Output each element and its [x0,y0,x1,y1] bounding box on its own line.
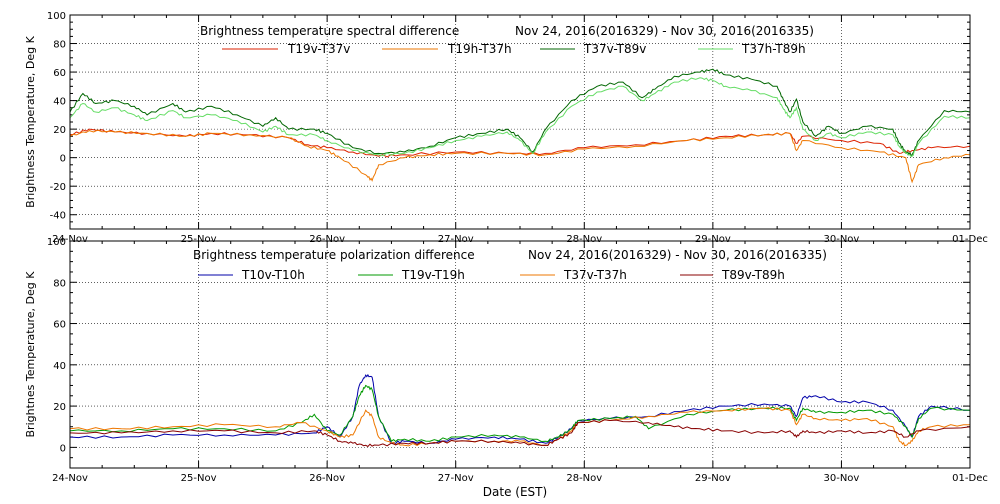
panel2-series-t19v-t19h [69,384,971,443]
panel1-x-tick-label: 30-Nov [823,234,859,245]
panel2-legend-label: T10v-T10h [241,268,305,282]
panel2-legend-label: T37v-T37h [563,268,627,282]
panel1-y-tick-label: -40 [50,211,66,222]
panel2-title: Brightness temperature polarization diff… [193,248,475,262]
panel1-plot-frame [69,14,971,230]
panel2-series-t89v-t89h [69,419,971,448]
panel2-x-tick-label: 28-Nov [566,473,602,484]
panel1-x-tick-label: 01-Dec [952,234,988,245]
panel1-x-tick-label: 26-Nov [309,234,345,245]
panel2-y-tick-label: 60 [53,320,66,331]
panel1-x-tick-label: 24-Nov [52,234,88,245]
panel2-plot-frame [69,240,971,469]
panel1-legend-label: T19h-T37h [447,42,512,56]
panel1-title: Brightness temperature spectral differen… [200,24,459,38]
panel1-y-tick-label: 20 [53,125,66,136]
panel2-x-tick-label: 26-Nov [309,473,345,484]
panel2-y-axis-label: Brightnes Temperature, Deg K [24,271,37,438]
panel1-y-axis-label: Brightness Temperature, Deg K [24,35,37,207]
panel1-legend-label: T37h-T89h [741,42,806,56]
panel2-x-tick-label: 24-Nov [52,473,88,484]
panel2-legend-label: T89v-T89h [721,268,785,282]
panel2-x-tick-label: 01-Dec [952,473,988,484]
panel1-y-tick-label: 100 [47,11,66,22]
panel1-series-t19h-t37h [69,129,971,184]
panel1-x-tick-label: 27-Nov [438,234,474,245]
panel1-y-tick-label: 0 [60,154,66,165]
panel2-legend-label: T19v-T19h [401,268,465,282]
panel1-date-range: Nov 24, 2016(2016329) - Nov 30, 2016(201… [515,24,814,38]
panel2-x-tick-label: 29-Nov [695,473,731,484]
panel2-x-tick-label: 25-Nov [181,473,217,484]
panel2-x-tick-label: 27-Nov [438,473,474,484]
panel1-x-tick-label: 28-Nov [566,234,602,245]
panel2-x-tick-label: 30-Nov [823,473,859,484]
panel1-series-t37h-t89h [69,77,971,158]
panel1-y-tick-label: -20 [50,182,66,193]
panel2-y-tick-label: 100 [47,237,66,248]
panel1-y-tick-label: 40 [53,97,66,108]
panel2-series-t10v-t10h [69,373,971,445]
panel2-date-range: Nov 24, 2016(2016329) - Nov 30, 2016(201… [528,248,827,262]
x-axis-label: Date (EST) [483,485,547,499]
panel1-y-tick-label: 60 [53,68,66,79]
panel1-series-t19v-t37v [69,128,971,158]
panel1-y-tick-label: 80 [53,40,66,51]
panel2-y-tick-label: 40 [53,361,66,372]
panel2-y-tick-label: 0 [60,443,66,454]
panel1-x-tick-label: 29-Nov [695,234,731,245]
panel1-legend-label: T37v-T89v [583,42,646,56]
panel2-y-tick-label: 80 [53,278,66,289]
panel1-x-tick-label: 25-Nov [181,234,217,245]
panel1-legend-label: T19v-T37v [287,42,350,56]
panel2-y-tick-label: 20 [53,402,66,413]
panel1-series-t37v-t89v [69,68,971,157]
panel2-series-t37v-t37h [69,407,970,447]
